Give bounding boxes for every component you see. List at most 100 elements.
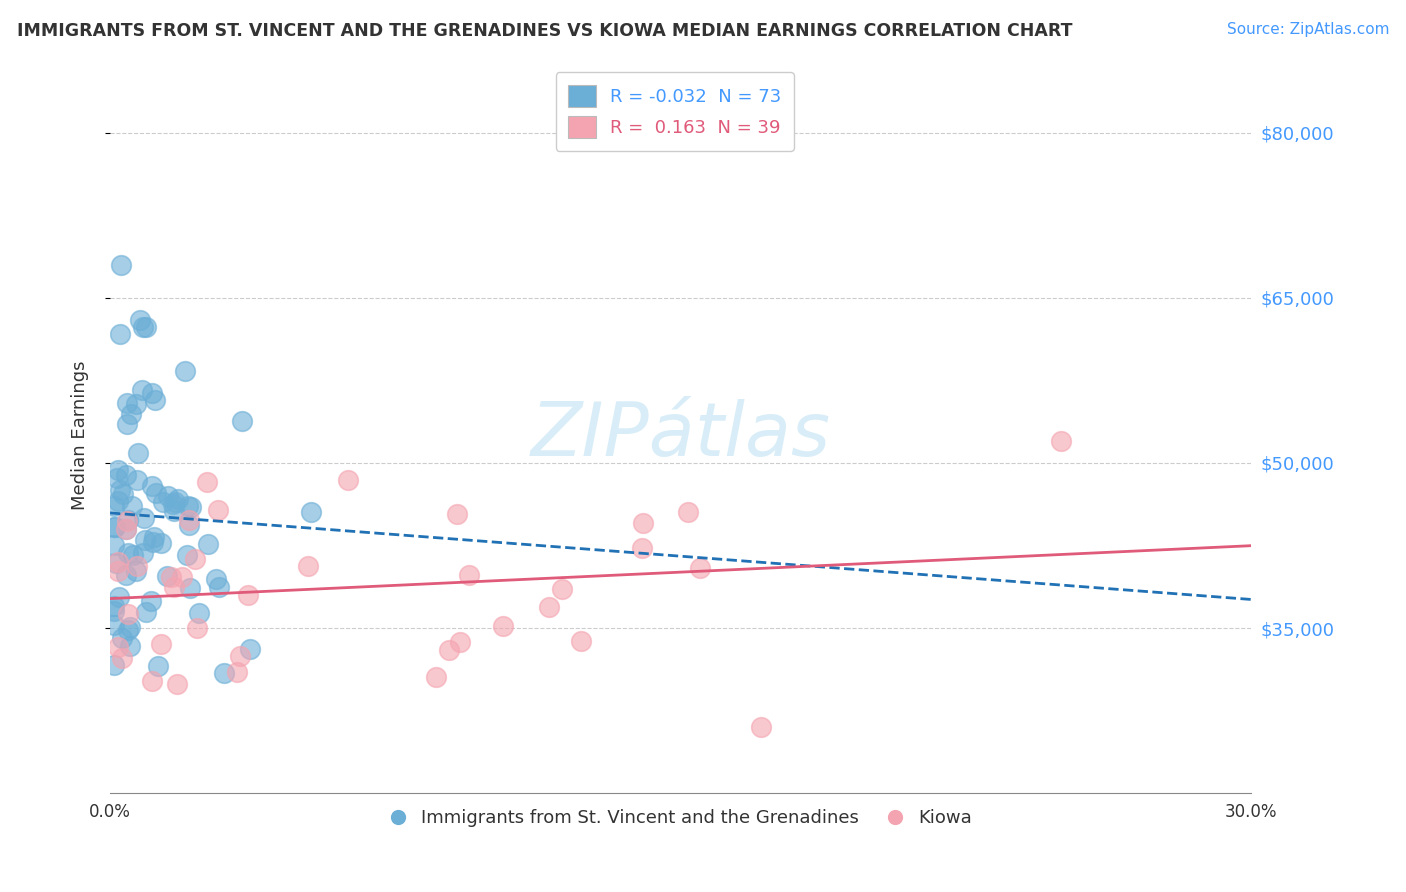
Point	[117, 395, 139, 409]
Point	[166, 677, 188, 691]
Point	[152, 495, 174, 509]
Point	[127, 559, 149, 574]
Point	[135, 605, 157, 619]
Point	[112, 486, 135, 500]
Point	[172, 570, 194, 584]
Point	[177, 517, 200, 532]
Point	[458, 568, 481, 582]
Point	[134, 533, 156, 547]
Point	[689, 561, 711, 575]
Point	[107, 494, 129, 508]
Point	[115, 567, 138, 582]
Point	[107, 463, 129, 477]
Text: IMMIGRANTS FROM ST. VINCENT AND THE GRENADINES VS KIOWA MEDIAN EARNINGS CORRELAT: IMMIGRANTS FROM ST. VINCENT AND THE GREN…	[17, 22, 1073, 40]
Point	[108, 483, 131, 498]
Point	[180, 500, 202, 515]
Legend: Immigrants from St. Vincent and the Grenadines, Kiowa: Immigrants from St. Vincent and the Gren…	[381, 802, 980, 834]
Point	[103, 604, 125, 618]
Point	[162, 497, 184, 511]
Point	[115, 514, 138, 528]
Point	[150, 536, 173, 550]
Point	[141, 386, 163, 401]
Point	[163, 504, 186, 518]
Text: Source: ZipAtlas.com: Source: ZipAtlas.com	[1226, 22, 1389, 37]
Point	[132, 320, 155, 334]
Point	[132, 546, 155, 560]
Point	[145, 485, 167, 500]
Point	[111, 650, 134, 665]
Point	[142, 534, 165, 549]
Point	[630, 541, 652, 555]
Point	[104, 556, 127, 570]
Point	[569, 633, 592, 648]
Point	[125, 565, 148, 579]
Point	[107, 556, 129, 570]
Point	[239, 642, 262, 657]
Point	[107, 640, 129, 654]
Point	[125, 397, 148, 411]
Point	[163, 580, 186, 594]
Point	[167, 492, 190, 507]
Point	[108, 327, 131, 342]
Point	[143, 530, 166, 544]
Point	[103, 657, 125, 672]
Point	[107, 591, 129, 605]
Point	[105, 471, 128, 485]
Point	[121, 548, 143, 562]
Point	[117, 623, 139, 637]
Point	[103, 617, 125, 632]
Point	[299, 505, 322, 519]
Point	[676, 505, 699, 519]
Point	[225, 665, 247, 680]
Point	[111, 631, 134, 645]
Point	[103, 520, 125, 534]
Point	[103, 538, 125, 552]
Point	[231, 413, 253, 427]
Point	[179, 513, 201, 527]
Point	[156, 569, 179, 583]
Point	[437, 643, 460, 657]
Point	[186, 621, 208, 635]
Point	[115, 468, 138, 483]
Point	[205, 572, 228, 586]
Point	[337, 473, 360, 487]
Point	[141, 479, 163, 493]
Point	[179, 582, 201, 596]
Point	[125, 473, 148, 487]
Point	[236, 588, 259, 602]
Point	[187, 607, 209, 621]
Point	[103, 520, 125, 534]
Point	[117, 513, 139, 527]
Point	[631, 516, 654, 531]
Point	[132, 510, 155, 524]
Point	[160, 570, 183, 584]
Point	[120, 620, 142, 634]
Point	[297, 559, 319, 574]
Point	[492, 618, 515, 632]
Point	[197, 537, 219, 551]
Point	[176, 549, 198, 563]
Point	[110, 258, 132, 272]
Point	[450, 635, 472, 649]
Point	[117, 607, 139, 621]
Point	[117, 546, 139, 560]
Point	[149, 637, 172, 651]
Point	[229, 648, 252, 663]
Point	[129, 312, 152, 326]
Point	[115, 417, 138, 431]
Point	[120, 407, 142, 421]
Point	[208, 580, 231, 594]
Point	[157, 489, 180, 503]
Point	[212, 665, 235, 680]
Point	[118, 640, 141, 654]
Point	[114, 522, 136, 536]
Point	[121, 499, 143, 513]
Point	[143, 393, 166, 408]
Point	[139, 594, 162, 608]
Y-axis label: Median Earnings: Median Earnings	[72, 360, 89, 510]
Text: ZIPátlas: ZIPátlas	[530, 400, 831, 471]
Point	[184, 552, 207, 566]
Point	[195, 475, 218, 489]
Point	[173, 364, 195, 378]
Point	[135, 320, 157, 334]
